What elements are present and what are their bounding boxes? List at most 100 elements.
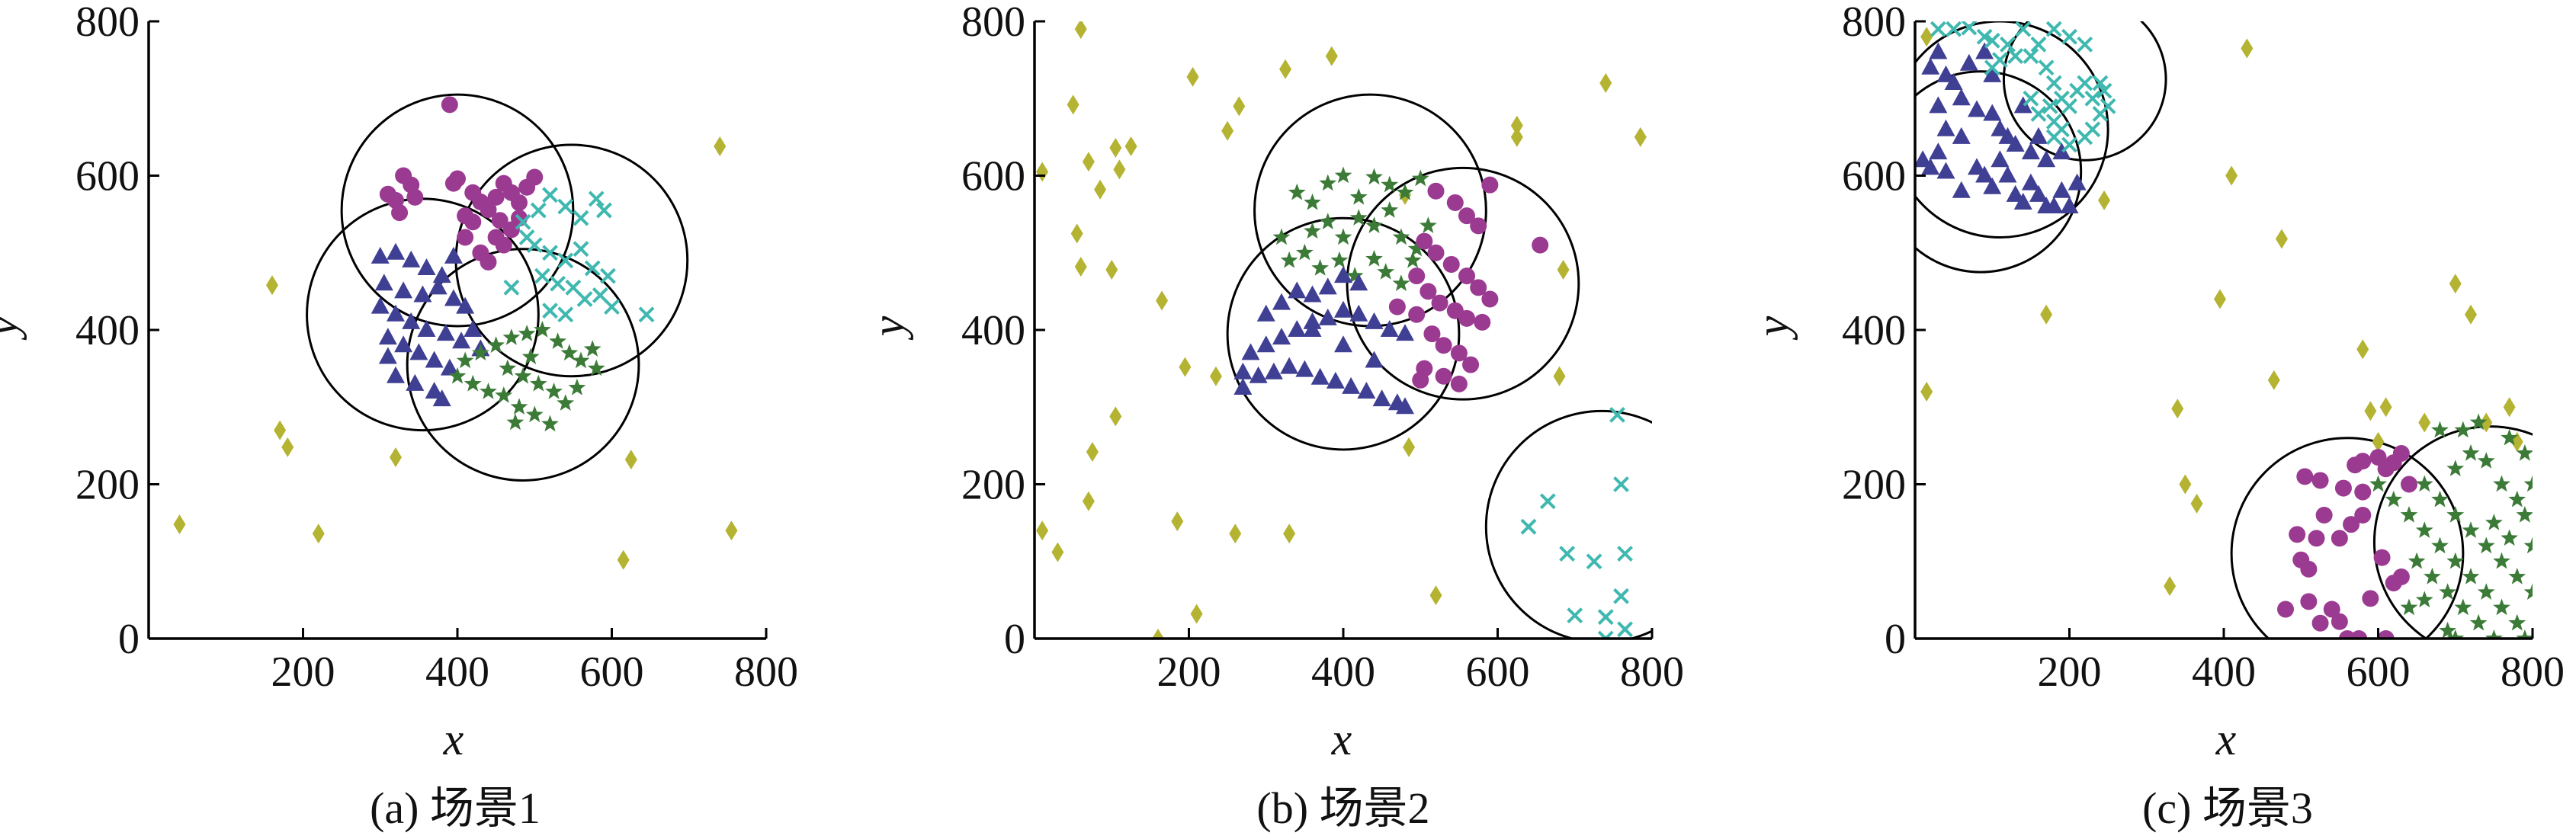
star-point [2439, 621, 2456, 639]
star-point [557, 394, 575, 411]
cross-point [2000, 36, 2016, 53]
circle-point [2315, 507, 2333, 524]
data-points [1036, 21, 1647, 639]
triangle-point [1295, 360, 1314, 377]
x-tick-label: 400 [2192, 648, 2256, 696]
star-point [1319, 213, 1337, 229]
star-point [1311, 259, 1329, 276]
star-point [2477, 583, 2495, 600]
cross-point [1597, 630, 1614, 639]
triangle-point [1936, 65, 1955, 82]
diamond-point [1510, 126, 1523, 147]
star-point [2431, 421, 2449, 438]
cross-point [1617, 621, 1633, 638]
star-point [506, 413, 525, 431]
cluster-circle [1226, 216, 1461, 451]
circle-point [1450, 375, 1468, 392]
diamond-point [2225, 165, 2238, 186]
circle-point [1423, 325, 1441, 343]
y-axis-label: y [863, 315, 913, 341]
triangle-point [1326, 371, 1345, 389]
star-point [572, 351, 590, 369]
circle-point [2334, 479, 2352, 497]
star-point [525, 405, 544, 423]
circle-point [487, 188, 505, 206]
cross-point [2096, 82, 2112, 99]
triangle-point [1272, 328, 1291, 345]
diamond-point [1403, 437, 1416, 457]
circle-point [491, 212, 508, 229]
star-point [2523, 475, 2533, 492]
axes: 200 400 600 800 0 200 400 600 800 [1842, 0, 2565, 696]
cross-point [1617, 546, 1633, 562]
axes: 200 400 600 800 0 200 400 600 800 [961, 0, 1684, 696]
star-point [549, 332, 566, 349]
y-tick-label: 400 [961, 307, 1025, 354]
cross-point [2023, 48, 2039, 64]
y-tick-label: 600 [961, 153, 1025, 200]
star-point [2415, 521, 2433, 538]
triangle-point [1334, 335, 1352, 353]
diamond-point [2449, 274, 2462, 294]
circle-point [1481, 290, 1499, 308]
circle-point [1442, 255, 1460, 273]
circle-point [2296, 468, 2314, 485]
star-point [568, 378, 586, 395]
star-point [2415, 475, 2433, 492]
star-point [2446, 460, 2465, 476]
circle-point [2354, 483, 2372, 501]
circle-point [1458, 267, 1475, 285]
diamond-point [1599, 73, 1612, 93]
star-point [2454, 421, 2472, 438]
cross-point [2077, 36, 2093, 53]
cluster-circles [306, 93, 689, 482]
triangle-point [452, 331, 471, 349]
star-point [2446, 552, 2465, 569]
triangle-point [432, 389, 451, 407]
circle-point [1470, 217, 1487, 235]
diamond-point [1036, 162, 1049, 182]
x-tick-label: 600 [2347, 648, 2411, 696]
triangle-point [409, 343, 428, 360]
diamond-point [2364, 401, 2377, 421]
circle-point [2343, 516, 2360, 533]
triangle-point [1983, 104, 2002, 121]
diamond-point [1279, 59, 1292, 79]
diamond-point [1086, 441, 1099, 462]
diamond-point [1067, 94, 1079, 115]
star-point [2462, 568, 2480, 584]
star-point [2477, 452, 2495, 469]
star-point [2508, 613, 2526, 631]
cross-point [542, 303, 558, 319]
star-point [1334, 166, 1352, 184]
diamond-point [390, 447, 402, 468]
circle-point [2331, 613, 2348, 630]
diamond-point [1051, 542, 1064, 562]
cross-point [515, 213, 531, 230]
star-point [1349, 209, 1368, 226]
circle-point [457, 229, 474, 246]
circle-point [1412, 371, 1429, 389]
triangle-point [1929, 96, 1948, 114]
x-axis-label: x [1331, 714, 1352, 764]
cross-point [534, 267, 550, 284]
triangle-point [387, 242, 405, 260]
star-point [583, 340, 601, 357]
triangle-point [1303, 320, 1322, 337]
star-point [2493, 552, 2510, 569]
diamond-point [1209, 366, 1222, 386]
star-point [1396, 183, 1414, 200]
star-point [2439, 583, 2456, 600]
diamond-point [1070, 223, 1083, 244]
x-tick-label: 800 [1620, 648, 1684, 696]
triangle-point [1380, 320, 1399, 337]
star-point [1411, 169, 1429, 187]
star-point [2415, 591, 2433, 608]
triangle-point [1396, 397, 1414, 415]
diamond-point [2040, 304, 2053, 325]
x-tick-label: 200 [1157, 648, 1221, 696]
triangle-point [2037, 150, 2056, 168]
triangle-point [1310, 367, 1330, 385]
cross-point [2030, 36, 2047, 53]
